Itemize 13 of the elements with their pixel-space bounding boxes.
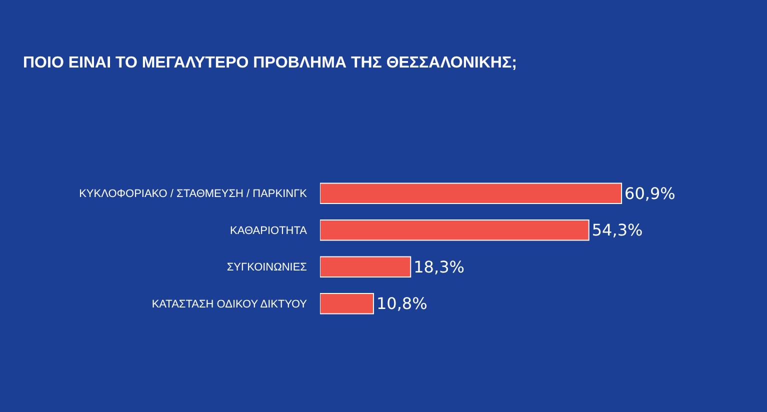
data-label: 10,8% xyxy=(376,294,428,314)
y-tick-label: ΚΥΚΛΟΦΟΡΙΑΚΟ / ΣΤΑΘΜΕΥΣΗ / ΠΑΡΚΙΝΓΚ xyxy=(79,188,308,200)
y-tick-label: ΣΥΓΚΟΙΝΩΝΙΕΣ xyxy=(226,262,308,274)
data-label: 60,9% xyxy=(624,184,676,203)
bar xyxy=(320,293,374,314)
data-label: 54,3% xyxy=(592,220,643,240)
y-tick-label: ΚΑΤΑΣΤΑΣΗ ΟΔΙΚΟΥ ΔΙΚΤΥΟΥ xyxy=(152,298,308,310)
data-label: 18,3% xyxy=(414,257,464,276)
y-tick-label: ΚΑΘΑΡΙΟΤΗΤΑ xyxy=(230,224,308,237)
bar xyxy=(320,256,412,278)
bar xyxy=(320,220,590,241)
bar xyxy=(320,182,622,204)
chart-title: ΠΟΙΟ ΕΙΝΑΙ ΤΟ ΜΕΓΑΛΥΤΕΡΟ ΠΡΟΒΛΗΜΑ ΤΗΣ ΘΕΣΣΑΛΟΝΙΚΗΣ; xyxy=(23,54,517,72)
